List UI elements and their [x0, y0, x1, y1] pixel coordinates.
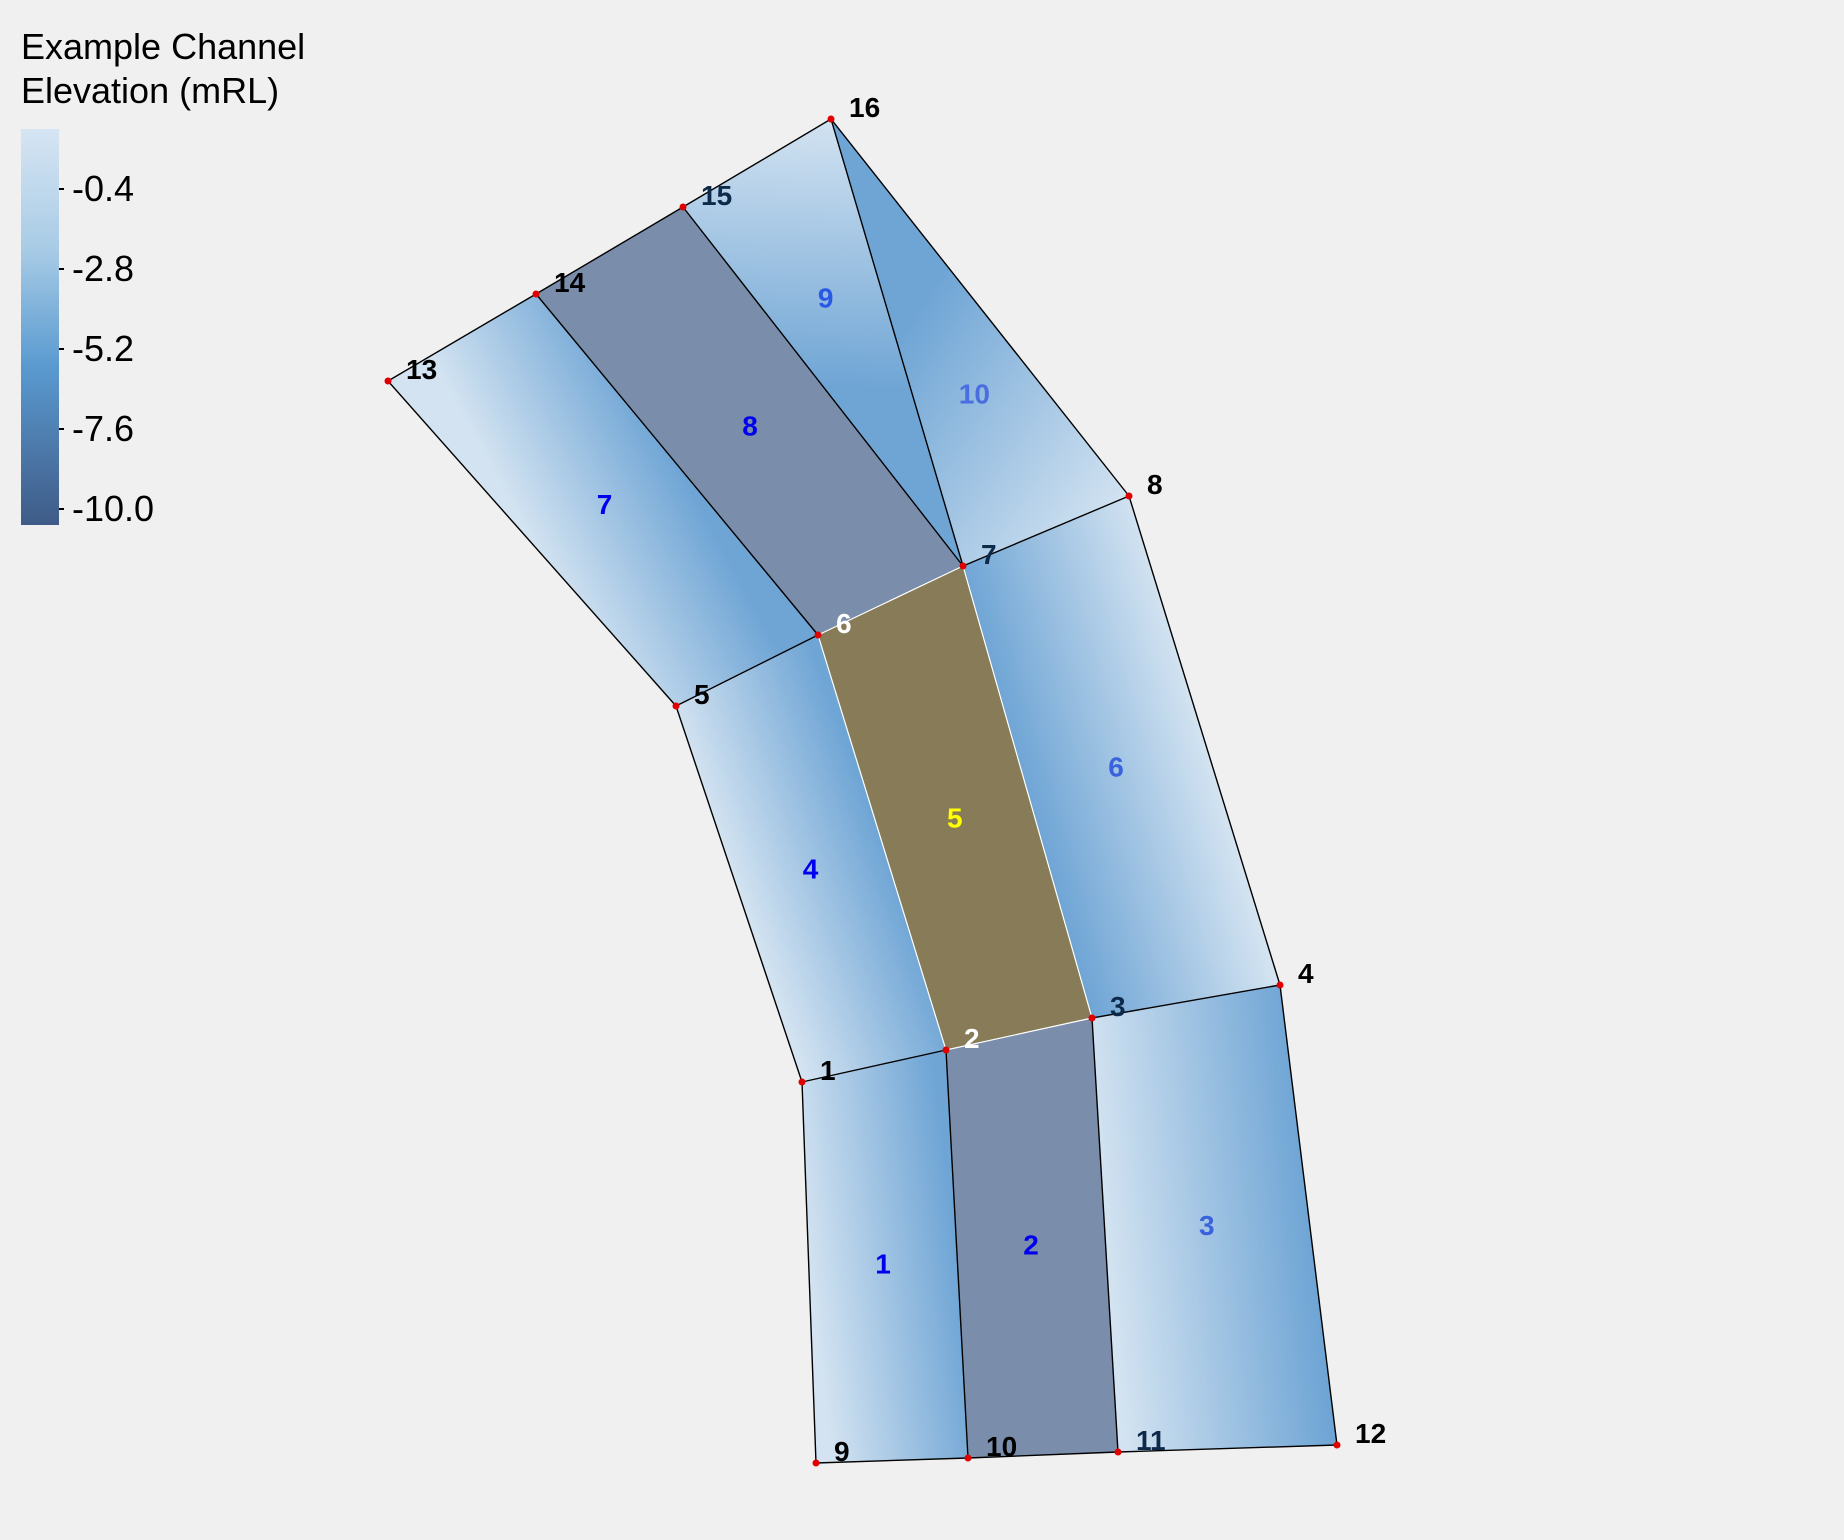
mesh-edge	[945, 1017, 1093, 1051]
element-label-3: 3	[1199, 1210, 1215, 1241]
node-label-10: 10	[986, 1431, 1017, 1462]
node-label-15: 15	[701, 180, 732, 211]
mesh-element-5[interactable]	[818, 566, 1092, 1050]
mesh-edge	[1128, 495, 1281, 986]
mesh-edge	[817, 634, 947, 1051]
mesh-edge	[682, 118, 832, 208]
legend-tick-label: -5.2	[72, 328, 135, 369]
mesh-edge	[945, 1049, 969, 1459]
mesh-edge	[1091, 1017, 1119, 1453]
element-label-7: 7	[597, 489, 613, 520]
mesh-edge	[535, 293, 819, 636]
mesh-edge	[817, 565, 964, 636]
mesh-element-1[interactable]	[802, 1050, 968, 1463]
node-marker-10[interactable]	[964, 1454, 972, 1462]
node-marker-6[interactable]	[814, 631, 822, 639]
mesh-edge	[801, 1049, 947, 1083]
element-label-8: 8	[742, 411, 758, 442]
element-label-4: 4	[803, 853, 819, 884]
legend-tick-label: -2.8	[72, 248, 135, 289]
node-marker-9[interactable]	[812, 1459, 820, 1467]
mesh-element-8[interactable]	[536, 207, 963, 635]
element-label-2: 2	[1023, 1230, 1039, 1261]
node-marker-7[interactable]	[959, 562, 967, 570]
mesh-elements	[388, 119, 1337, 1463]
mesh-element-9[interactable]	[683, 119, 963, 566]
legend-tick-mark	[59, 348, 64, 350]
node-label-16: 16	[849, 92, 880, 123]
mesh-edge	[801, 1081, 817, 1464]
node-label-2: 2	[964, 1023, 980, 1054]
legend-tick-mark	[59, 188, 64, 190]
legend-tick-mark	[59, 268, 64, 270]
legend-title-line2: Elevation (mRL)	[21, 70, 280, 111]
node-marker-16[interactable]	[827, 115, 835, 123]
node-marker-2[interactable]	[942, 1046, 950, 1054]
mesh-edge	[830, 118, 964, 567]
mesh-edge	[535, 206, 684, 295]
mesh-nodes	[384, 115, 1341, 1467]
mesh-edge	[830, 118, 1130, 497]
legend-title-line1: Example Channel	[21, 26, 306, 67]
legend-tick-label: -7.6	[72, 408, 135, 449]
node-label-4: 4	[1298, 958, 1314, 989]
node-label-8: 8	[1147, 469, 1163, 500]
node-marker-4[interactable]	[1276, 981, 1284, 989]
mesh-edge	[682, 206, 964, 567]
mesh-edge	[1091, 984, 1281, 1019]
element-label-5: 5	[947, 802, 963, 833]
node-marker-5[interactable]	[672, 702, 680, 710]
element-label-10: 10	[959, 379, 990, 410]
element-label-6: 6	[1108, 751, 1124, 782]
node-marker-14[interactable]	[532, 290, 540, 298]
node-label-5: 5	[694, 679, 710, 710]
node-label-11: 11	[1136, 1425, 1166, 1456]
mesh-element-10[interactable]	[831, 119, 1129, 566]
node-marker-8[interactable]	[1125, 492, 1133, 500]
mesh-element-7[interactable]	[388, 294, 818, 706]
mesh-element-2[interactable]	[946, 1018, 1118, 1458]
node-marker-15[interactable]	[679, 203, 687, 211]
mesh-edge	[1279, 984, 1338, 1446]
node-label-12: 12	[1355, 1418, 1386, 1449]
legend-tick-mark	[59, 428, 64, 430]
node-label-14: 14	[554, 267, 586, 298]
color-scale-bar	[21, 129, 59, 525]
mesh-edge	[675, 634, 819, 707]
mesh-edge	[387, 293, 537, 382]
node-marker-11[interactable]	[1114, 1448, 1122, 1456]
mesh-element-6[interactable]	[963, 496, 1280, 1018]
node-label-7: 7	[981, 539, 997, 570]
legend-tick-mark	[59, 508, 64, 510]
element-label-1: 1	[875, 1248, 891, 1279]
mesh-edges	[387, 118, 1338, 1464]
node-label-9: 9	[834, 1436, 850, 1467]
mesh-edge	[962, 565, 1093, 1019]
mesh-edge	[387, 380, 677, 707]
node-label-13: 13	[406, 354, 437, 385]
legend-tick-label: -0.4	[72, 168, 135, 209]
node-marker-12[interactable]	[1333, 1441, 1341, 1449]
elevation-legend: Example Channel Elevation (mRL) -0.4 -2.…	[0, 0, 380, 540]
node-label-6: 6	[836, 608, 852, 639]
node-label-1: 1	[820, 1055, 836, 1086]
mesh-edge	[962, 495, 1130, 567]
mesh-element-3[interactable]	[1092, 985, 1337, 1452]
node-marker-13[interactable]	[384, 377, 392, 385]
mesh-edge	[815, 1457, 969, 1464]
mesh-element-4[interactable]	[676, 635, 946, 1082]
node-marker-3[interactable]	[1088, 1014, 1096, 1022]
mesh-edge	[675, 705, 803, 1083]
node-marker-1[interactable]	[798, 1078, 806, 1086]
mesh-edge	[1117, 1444, 1338, 1453]
mesh-edge	[967, 1451, 1119, 1459]
legend-tick-label: -10.0	[72, 488, 155, 529]
node-label-3: 3	[1110, 991, 1126, 1022]
element-label-9: 9	[818, 282, 834, 313]
